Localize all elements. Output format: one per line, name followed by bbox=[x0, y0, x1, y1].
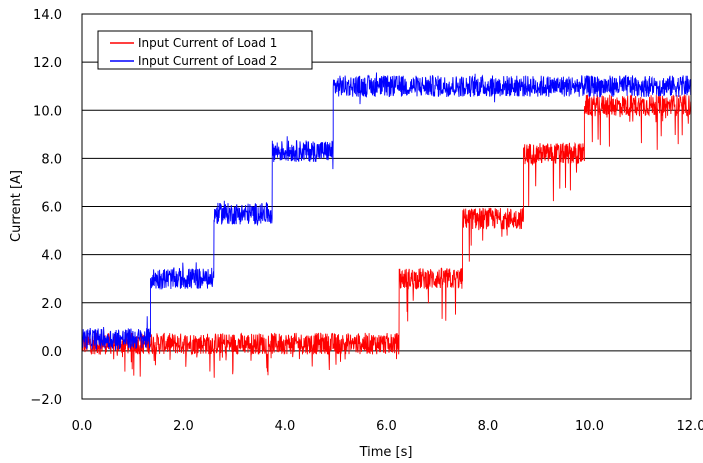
y-tick-label: 10.0 bbox=[33, 104, 62, 119]
legend-label-load-1: Input Current of Load 1 bbox=[138, 36, 277, 50]
x-tick-label: 0.0 bbox=[72, 419, 93, 434]
x-tick-label: 10.0 bbox=[575, 419, 604, 434]
x-tick-label: 12.0 bbox=[677, 419, 703, 434]
y-tick-label: 4.0 bbox=[41, 249, 62, 264]
x-tick-label: 2.0 bbox=[173, 419, 194, 434]
legend: Input Current of Load 1 Input Current of… bbox=[97, 30, 313, 70]
y-tick-label: 0.0 bbox=[41, 345, 62, 360]
plot-frame bbox=[81, 13, 692, 400]
x-tick-label: 4.0 bbox=[275, 419, 296, 434]
legend-label-load-2: Input Current of Load 2 bbox=[138, 54, 277, 68]
y-tick-label: 8.0 bbox=[41, 152, 62, 167]
y-tick-label: 2.0 bbox=[41, 297, 62, 312]
y-tick-label: 12.0 bbox=[33, 56, 62, 71]
x-tick-label: 8.0 bbox=[478, 419, 499, 434]
y-tick-label: 14.0 bbox=[33, 8, 62, 23]
x-axis-title: Time [s] bbox=[359, 445, 413, 460]
series-line-load-2 bbox=[81, 72, 692, 351]
y-axis-title: Current [A] bbox=[9, 170, 24, 242]
x-tick-labels: 0.0 2.0 4.0 6.0 8.0 10.0 12.0 bbox=[72, 419, 703, 434]
series-line-load-1 bbox=[81, 94, 692, 378]
series-layer bbox=[81, 72, 692, 378]
y-tick-label: −2.0 bbox=[30, 393, 62, 408]
legend-box bbox=[97, 30, 313, 70]
y-tick-label: 6.0 bbox=[41, 201, 62, 216]
x-tick-label: 6.0 bbox=[376, 419, 397, 434]
y-tick-labels: −2.0 0.0 2.0 4.0 6.0 8.0 10.0 12.0 14.0 bbox=[30, 8, 62, 408]
